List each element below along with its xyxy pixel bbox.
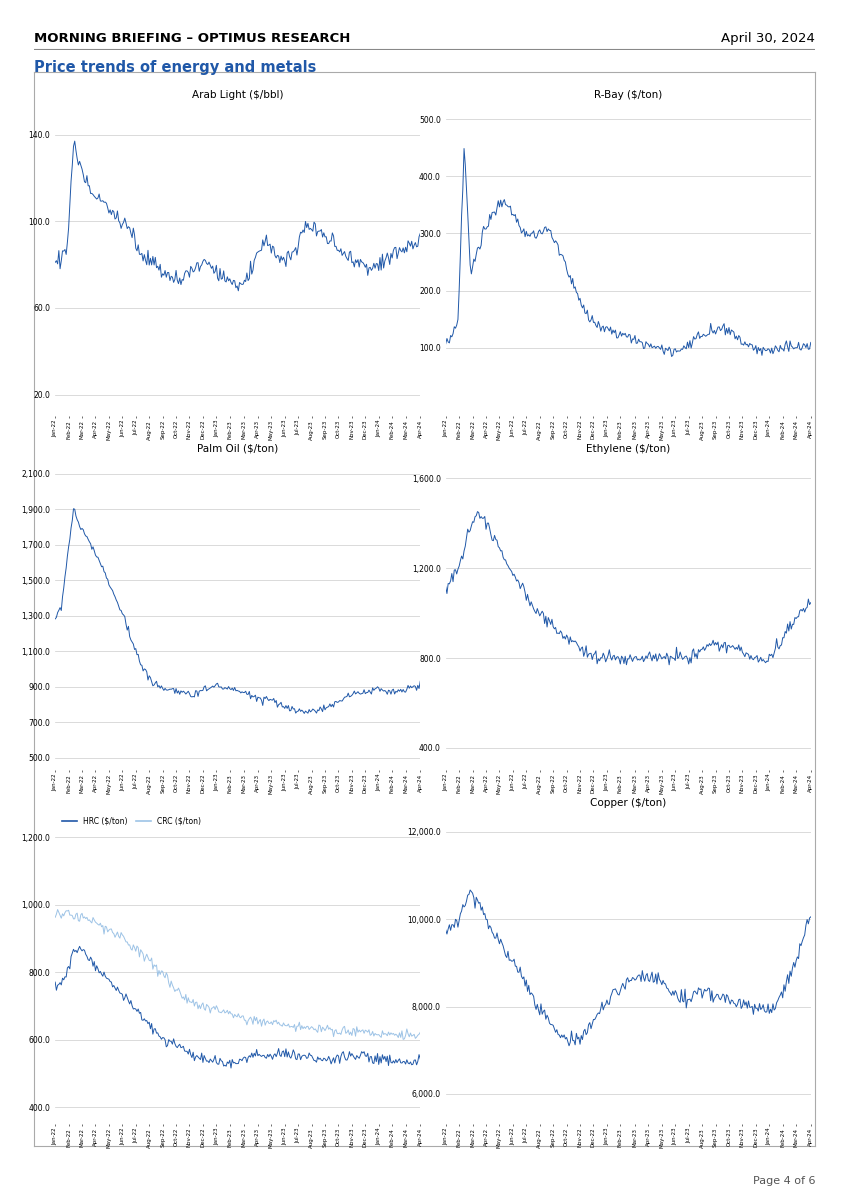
Text: Price trends of energy and metals: Price trends of energy and metals bbox=[34, 60, 317, 74]
Text: April 30, 2024: April 30, 2024 bbox=[721, 32, 815, 46]
Title: R-Bay ($/ton): R-Bay ($/ton) bbox=[594, 90, 662, 100]
Title: Palm Oil ($/ton): Palm Oil ($/ton) bbox=[197, 444, 278, 454]
Title: Arab Light ($/bbl): Arab Light ($/bbl) bbox=[192, 90, 284, 100]
Text: Page 4 of 6: Page 4 of 6 bbox=[752, 1176, 815, 1186]
Title: Ethylene ($/ton): Ethylene ($/ton) bbox=[586, 444, 671, 454]
Title: Copper ($/ton): Copper ($/ton) bbox=[590, 798, 666, 808]
Text: MORNING BRIEFING – OPTIMUS RESEARCH: MORNING BRIEFING – OPTIMUS RESEARCH bbox=[34, 32, 351, 46]
Legend: HRC ($/ton), CRC ($/ton): HRC ($/ton), CRC ($/ton) bbox=[59, 814, 204, 829]
